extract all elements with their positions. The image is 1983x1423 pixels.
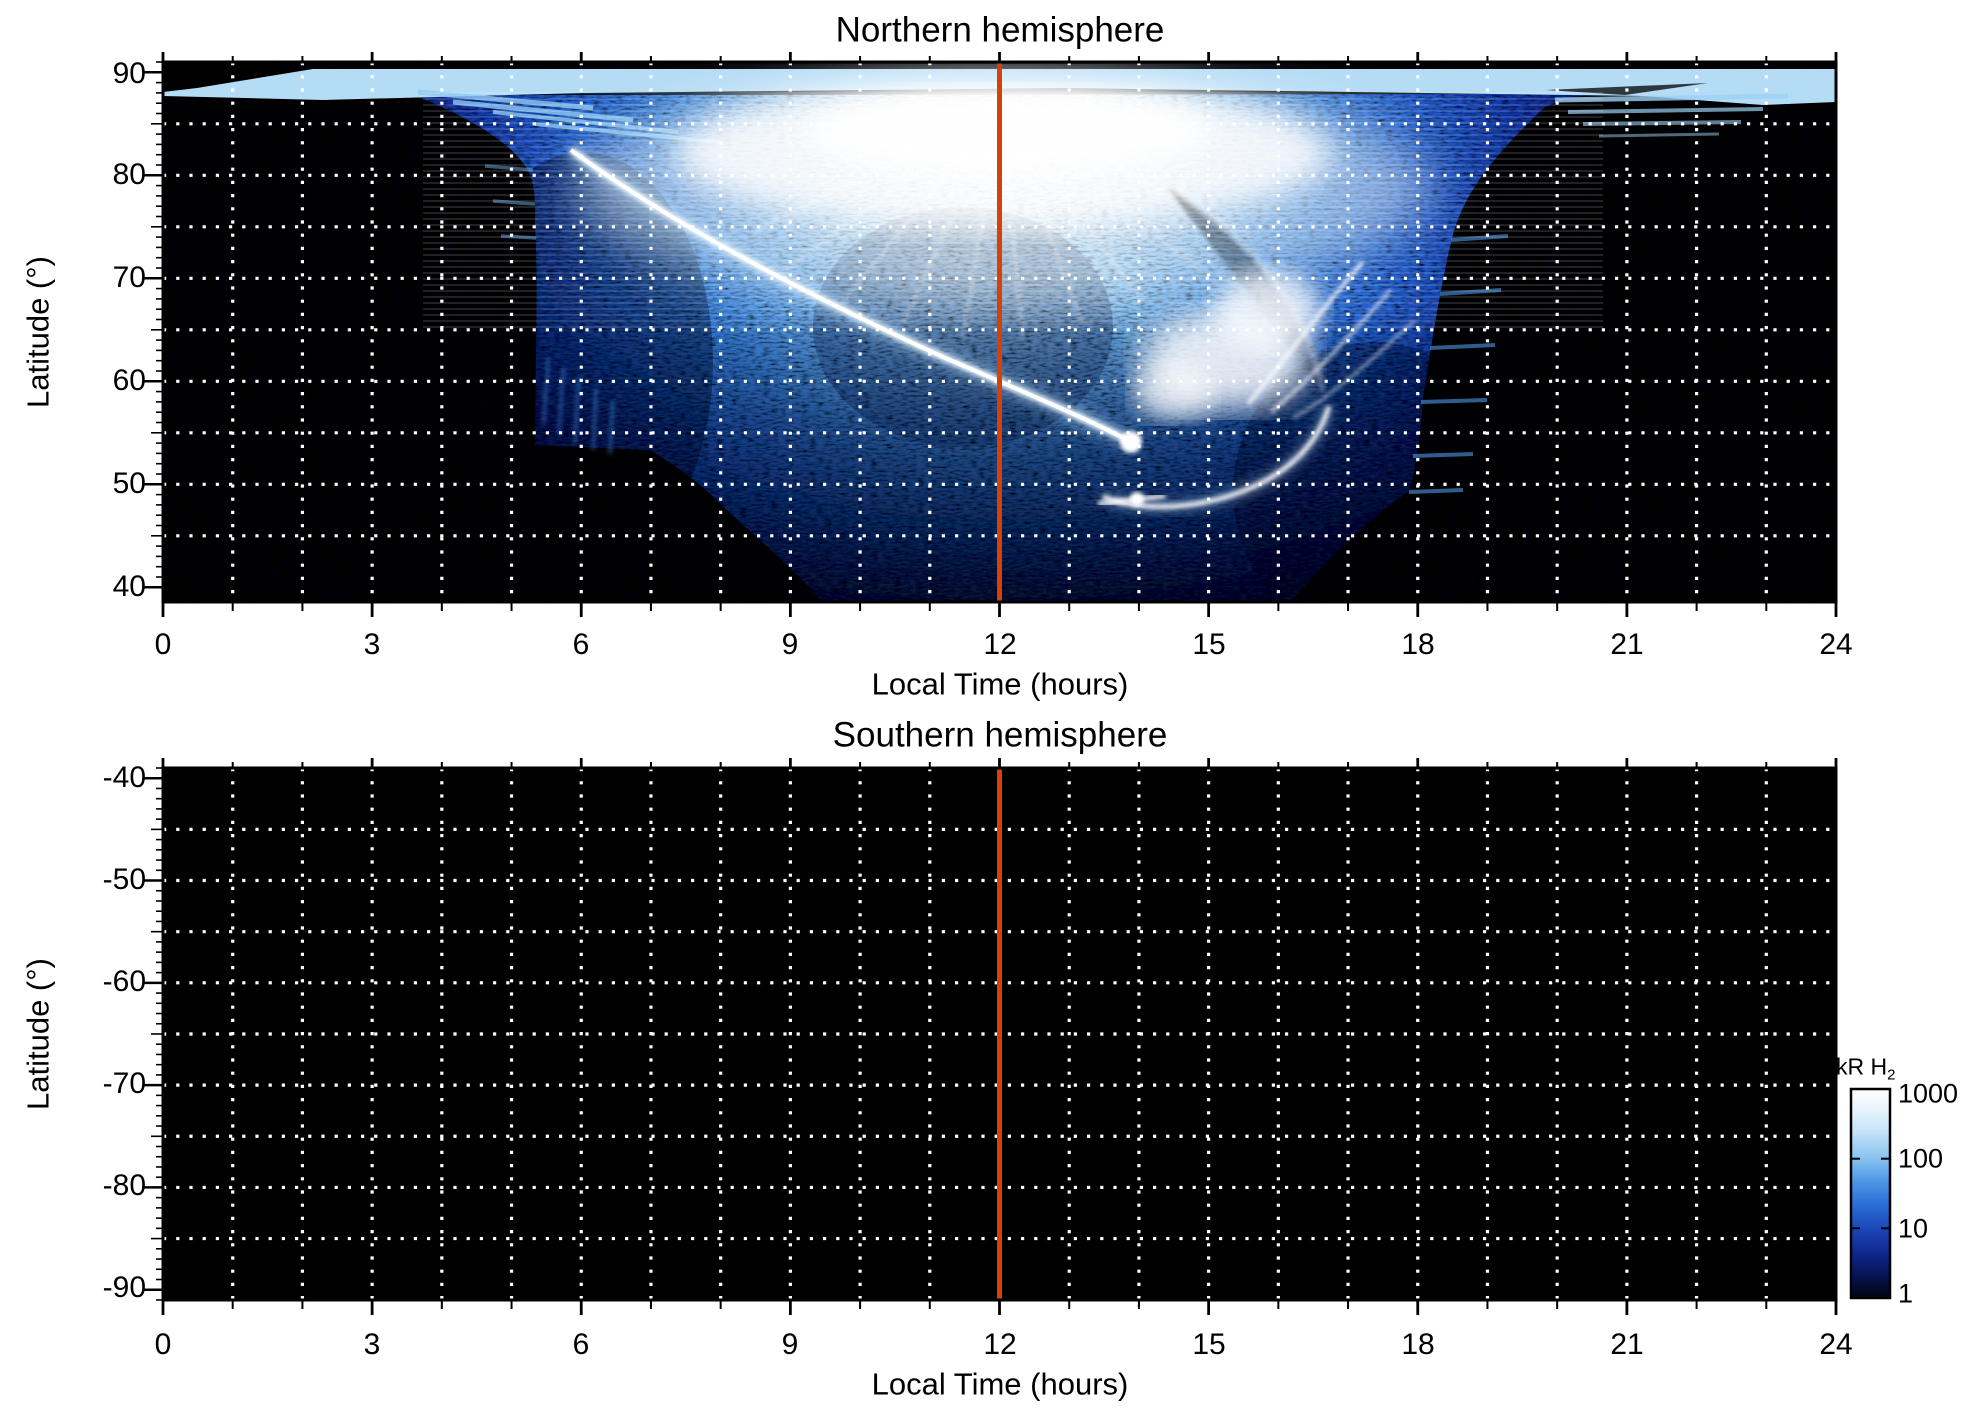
south-xtick: 15 [1192, 1328, 1226, 1361]
north-xtick: 21 [1610, 628, 1644, 661]
south-ytick: -70 [102, 1067, 146, 1100]
south-ytick: -90 [102, 1271, 146, 1304]
south-xtick: 21 [1610, 1328, 1644, 1361]
north-title: Northern hemisphere [835, 10, 1165, 50]
south-xtick: 24 [1819, 1328, 1853, 1361]
north-xlabel: Local Time (hours) [871, 666, 1129, 702]
north-ytick: 60 [112, 364, 146, 397]
north-xtick: 24 [1819, 628, 1853, 661]
north-ytick: 50 [112, 467, 146, 500]
north-xtick: 9 [781, 628, 799, 661]
south-xtick: 3 [363, 1328, 381, 1361]
south-ytick: -80 [102, 1169, 146, 1202]
colorbar-gradient [1849, 1087, 1892, 1300]
south-xtick: 9 [781, 1328, 799, 1361]
south-ytick: -60 [102, 965, 146, 998]
arc-bright-knot [1120, 431, 1142, 453]
colorbar-title: kR H2 [1836, 1053, 1896, 1084]
streak-texture [423, 92, 1603, 332]
south-xlabel: Local Time (hours) [871, 1366, 1129, 1402]
south-ylabel: Latitude (°) [20, 958, 56, 1110]
colorbar-ticks [1851, 1157, 1890, 1230]
south-ytick: -50 [102, 863, 146, 896]
north-ylabel: Latitude (°) [20, 256, 56, 408]
colorbar [1849, 1087, 1892, 1300]
south-ytick: -40 [102, 761, 146, 794]
panel-border [161, 766, 1838, 1302]
north-xtick: 0 [154, 628, 172, 661]
north-xtick: 12 [983, 628, 1017, 661]
north-ytick: 70 [112, 261, 146, 294]
south-xtick: 18 [1401, 1328, 1435, 1361]
north-ytick: 90 [112, 57, 146, 90]
south-title: Southern hemisphere [832, 715, 1168, 755]
colorbar-tick-label: 1000 [1898, 1078, 1959, 1109]
colorbar-tick-label: 1 [1898, 1278, 1914, 1309]
north-xtick: 3 [363, 628, 381, 661]
panel-border [161, 60, 1838, 604]
colorbar-tick-label: 10 [1898, 1213, 1929, 1244]
equatorward-bright-spot [1130, 492, 1144, 506]
north-xtick: 15 [1192, 628, 1226, 661]
north-ytick: 40 [112, 570, 146, 603]
south-xtick: 0 [154, 1328, 172, 1361]
north-xtick: 6 [572, 628, 590, 661]
colorbar-tick-label: 100 [1898, 1143, 1944, 1174]
north-ytick: 80 [112, 158, 146, 191]
south-xtick: 12 [983, 1328, 1017, 1361]
north-xtick: 18 [1401, 628, 1435, 661]
south-xtick: 6 [572, 1328, 590, 1361]
